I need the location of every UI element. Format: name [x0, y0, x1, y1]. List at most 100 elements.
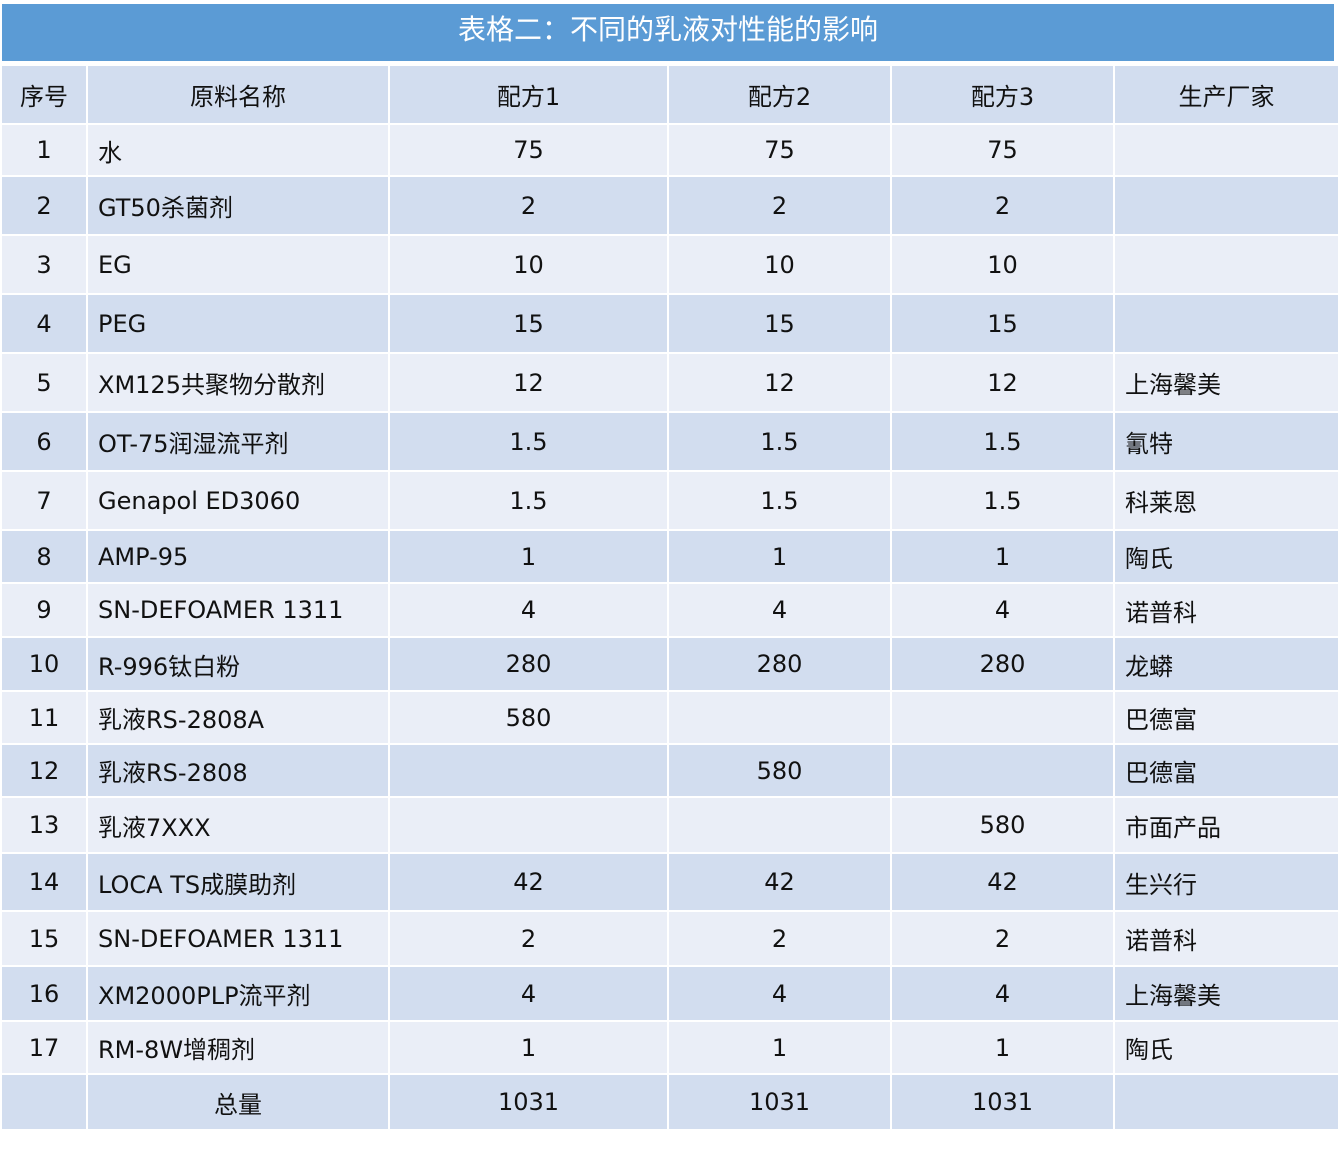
cell-formula-3: 2	[892, 912, 1113, 965]
cell-formula-1: 1	[390, 1022, 667, 1073]
cell-formula-2: 15	[669, 295, 890, 352]
cell-index: 11	[2, 692, 86, 743]
cell-formula-2	[669, 798, 890, 852]
cell-formula-1	[390, 745, 667, 796]
cell-material: 乳液RS-2808	[88, 745, 388, 796]
cell-formula-2: 2	[669, 912, 890, 965]
cell-material: GT50杀菌剂	[88, 177, 388, 234]
cell-material: OT-75润湿流平剂	[88, 413, 388, 470]
cell-formula-1: 12	[390, 354, 667, 411]
table-row: 3 EG 10 10 10	[2, 236, 1338, 293]
cell-formula-3	[892, 745, 1113, 796]
cell-formula-3: 4	[892, 584, 1113, 636]
cell-formula-2: 75	[669, 125, 890, 175]
header-material: 原料名称	[88, 66, 388, 123]
table-row: 8 AMP-95 1 1 1 陶氏	[2, 531, 1338, 582]
cell-manufacturer: 巴德富	[1115, 692, 1338, 743]
cell-formula-1: 4	[390, 967, 667, 1020]
cell-formula-3: 10	[892, 236, 1113, 293]
cell-formula-2: 42	[669, 854, 890, 910]
cell-formula-1: 580	[390, 692, 667, 743]
cell-manufacturer: 巴德富	[1115, 745, 1338, 796]
cell-manufacturer: 诺普科	[1115, 912, 1338, 965]
cell-material: XM2000PLP流平剂	[88, 967, 388, 1020]
cell-material: Genapol ED3060	[88, 472, 388, 529]
cell-formula-3: 42	[892, 854, 1113, 910]
cell-material: 乳液7XXX	[88, 798, 388, 852]
cell-formula-1: 15	[390, 295, 667, 352]
table-row: 4 PEG 15 15 15	[2, 295, 1338, 352]
cell-index: 16	[2, 967, 86, 1020]
cell-material: 水	[88, 125, 388, 175]
table-row: 11 乳液RS-2808A 580 巴德富	[2, 692, 1338, 743]
total-index	[2, 1075, 86, 1129]
cell-index: 6	[2, 413, 86, 470]
cell-index: 12	[2, 745, 86, 796]
header-row: 序号 原料名称 配方1 配方2 配方3 生产厂家	[2, 66, 1338, 123]
cell-manufacturer: 科莱恩	[1115, 472, 1338, 529]
cell-index: 13	[2, 798, 86, 852]
cell-manufacturer: 上海馨美	[1115, 967, 1338, 1020]
table-row: 14 LOCA TS成膜助剂 42 42 42 生兴行	[2, 854, 1338, 910]
cell-formula-2: 1.5	[669, 472, 890, 529]
cell-formula-2: 12	[669, 354, 890, 411]
cell-material: LOCA TS成膜助剂	[88, 854, 388, 910]
cell-formula-3: 1.5	[892, 413, 1113, 470]
cell-material: RM-8W增稠剂	[88, 1022, 388, 1073]
cell-formula-2	[669, 692, 890, 743]
cell-manufacturer: 生兴行	[1115, 854, 1338, 910]
cell-manufacturer	[1115, 236, 1338, 293]
cell-formula-1: 1	[390, 531, 667, 582]
table-row: 16 XM2000PLP流平剂 4 4 4 上海馨美	[2, 967, 1338, 1020]
cell-formula-1: 42	[390, 854, 667, 910]
cell-formula-1: 1.5	[390, 413, 667, 470]
cell-index: 15	[2, 912, 86, 965]
cell-formula-2: 1	[669, 531, 890, 582]
cell-formula-3: 1.5	[892, 472, 1113, 529]
cell-index: 1	[2, 125, 86, 175]
cell-index: 7	[2, 472, 86, 529]
header-formula-3: 配方3	[892, 66, 1113, 123]
table-row: 9 SN-DEFOAMER 1311 4 4 4 诺普科	[2, 584, 1338, 636]
table-title: 表格二：不同的乳液对性能的影响	[2, 4, 1334, 61]
header-index: 序号	[2, 66, 86, 123]
cell-manufacturer: 陶氏	[1115, 531, 1338, 582]
cell-index: 10	[2, 638, 86, 690]
cell-material: PEG	[88, 295, 388, 352]
table-row: 1 水 75 75 75	[2, 125, 1338, 175]
total-manufacturer	[1115, 1075, 1338, 1129]
cell-formula-2: 2	[669, 177, 890, 234]
cell-manufacturer: 陶氏	[1115, 1022, 1338, 1073]
cell-manufacturer: 龙蟒	[1115, 638, 1338, 690]
header-formula-2: 配方2	[669, 66, 890, 123]
cell-formula-3: 1	[892, 1022, 1113, 1073]
cell-formula-1	[390, 798, 667, 852]
cell-formula-3: 2	[892, 177, 1113, 234]
total-formula-1: 1031	[390, 1075, 667, 1129]
formulation-table: 序号 原料名称 配方1 配方2 配方3 生产厂家 1 水 75 75 75 2 GT50杀菌…	[0, 64, 1339, 1131]
cell-manufacturer: 上海馨美	[1115, 354, 1338, 411]
cell-material: EG	[88, 236, 388, 293]
cell-formula-1: 4	[390, 584, 667, 636]
cell-formula-3: 75	[892, 125, 1113, 175]
total-label: 总量	[88, 1075, 388, 1129]
table-row: 17 RM-8W增稠剂 1 1 1 陶氏	[2, 1022, 1338, 1073]
total-formula-3: 1031	[892, 1075, 1113, 1129]
cell-formula-3: 4	[892, 967, 1113, 1020]
cell-index: 4	[2, 295, 86, 352]
cell-formula-2: 4	[669, 967, 890, 1020]
total-row: 总量 1031 1031 1031	[2, 1075, 1338, 1129]
cell-material: R-996钛白粉	[88, 638, 388, 690]
cell-index: 8	[2, 531, 86, 582]
cell-formula-2: 1	[669, 1022, 890, 1073]
table-row: 12 乳液RS-2808 580 巴德富	[2, 745, 1338, 796]
cell-formula-1: 2	[390, 912, 667, 965]
cell-formula-1: 280	[390, 638, 667, 690]
cell-material: SN-DEFOAMER 1311	[88, 584, 388, 636]
cell-formula-3: 280	[892, 638, 1113, 690]
cell-index: 9	[2, 584, 86, 636]
cell-formula-3	[892, 692, 1113, 743]
cell-formula-2: 280	[669, 638, 890, 690]
cell-formula-3: 15	[892, 295, 1113, 352]
